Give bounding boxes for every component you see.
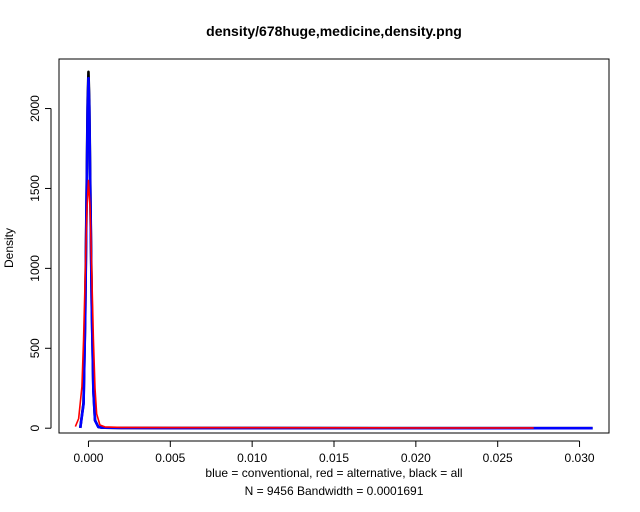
plot-frame [58, 58, 610, 434]
x-axis-label-line2: N = 9456 Bandwidth = 0.0001691 [245, 484, 424, 498]
y-tick-label: 1500 [28, 175, 42, 202]
y-tick-label: 1000 [28, 255, 42, 282]
y-tick-label: 0 [28, 425, 42, 432]
x-axis-label-line1: blue = conventional, red = alternative, … [205, 466, 462, 480]
x-tick-label: 0.010 [237, 451, 267, 465]
x-tick-label: 0.015 [319, 451, 349, 465]
y-axis-label: Density [2, 228, 16, 268]
x-tick-label: 0.025 [483, 451, 513, 465]
series-line-0 [78, 70, 593, 430]
y-axis: 0 500 1000 1500 2000 [28, 95, 52, 432]
x-tick-label: 0.005 [155, 451, 185, 465]
x-tick-label: 0.030 [565, 451, 595, 465]
y-tick-label: 2000 [28, 95, 42, 122]
series-line-1 [78, 76, 593, 430]
x-tick-label: 0.000 [73, 451, 103, 465]
series-layer [74, 70, 593, 430]
series-line-2 [74, 179, 534, 429]
x-tick-label: 0.020 [401, 451, 431, 465]
chart-title: density/678huge,medicine,density.png [206, 23, 462, 39]
x-axis: 0.000 0.005 0.010 0.015 0.020 0.025 0.030 [73, 440, 595, 465]
y-tick-label: 500 [28, 338, 42, 358]
